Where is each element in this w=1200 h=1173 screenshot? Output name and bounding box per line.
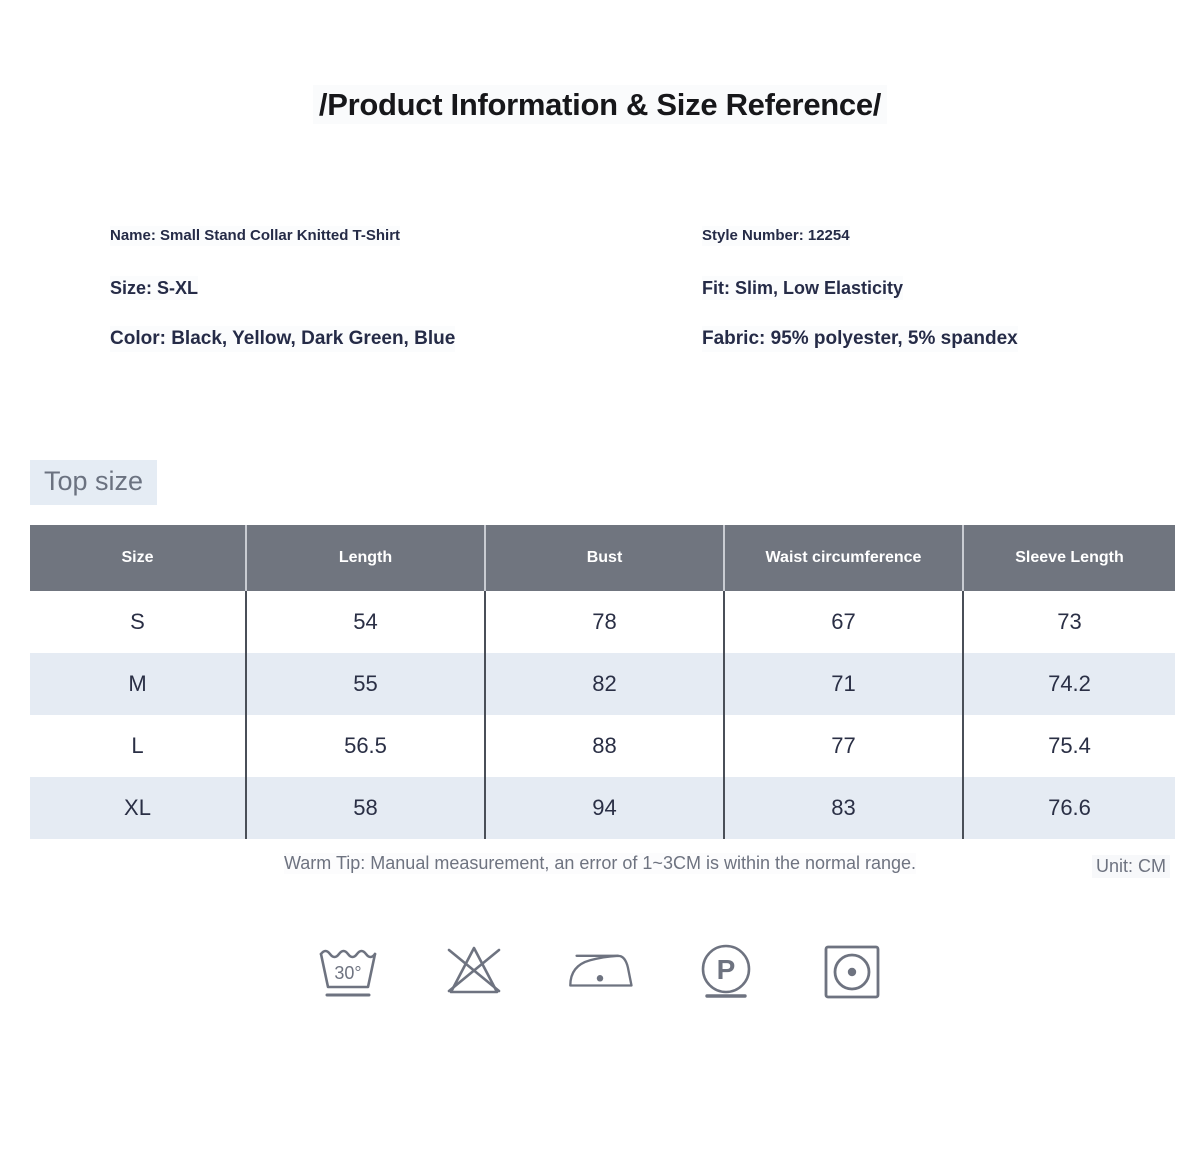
- product-info-name: Name: Small Stand Collar Knitted T-Shirt: [0, 226, 590, 276]
- cell-size: L: [30, 715, 247, 778]
- column-header-length: Length: [246, 525, 486, 592]
- wash-temperature-label: 30°: [334, 963, 361, 983]
- do-not-bleach-icon: [438, 939, 510, 1005]
- cell-bust: 88: [485, 715, 725, 778]
- wash-30-icon: 30°: [312, 939, 384, 1005]
- warm-tip-text: Warm Tip: Manual measurement, an error o…: [283, 853, 917, 875]
- column-header-size: Size: [30, 525, 247, 592]
- column-header-waist: Waist circumference: [724, 525, 964, 592]
- top-size-heading: Top size: [30, 460, 158, 506]
- cell-sleeve: 73: [1057, 609, 1082, 635]
- cell-waist: 83: [724, 777, 964, 840]
- table-row: M 55 82 71 74.2: [30, 653, 1175, 716]
- size-table: Size Length Bust Waist circumference Sle…: [30, 525, 1175, 840]
- product-info-section: Name: Small Stand Collar Knitted T-Shirt…: [0, 226, 1200, 356]
- cell-sleeve: 76.6: [1048, 795, 1091, 821]
- top-size-heading-wrap: Top size: [0, 460, 1200, 506]
- column-header-bust: Bust: [485, 525, 725, 592]
- table-row: L 56.5 88 77 75.4: [30, 715, 1175, 778]
- product-info-style-number: Style Number: 12254: [0, 226, 1200, 276]
- cell-bust: 82: [485, 653, 725, 716]
- tumble-dry-dot: [847, 968, 857, 977]
- page-title-text: /Product Information & Size Reference/: [312, 85, 888, 124]
- tip-row: Warm Tip: Manual measurement, an error o…: [30, 853, 1170, 883]
- cell-size: S: [30, 591, 247, 654]
- product-info-fit-text: Fit: Slim, Low Elasticity: [702, 276, 904, 301]
- cell-length: 56.5: [246, 715, 486, 778]
- table-header-row: Size Length Bust Waist circumference Sle…: [30, 525, 1175, 592]
- product-info-size-text: Size: S-XL: [110, 276, 199, 301]
- cell-sleeve: 74.2: [1048, 671, 1091, 697]
- unit-text: Unit: CM: [1091, 855, 1170, 879]
- iron-dot: [596, 975, 604, 982]
- product-info-name-text: Name: Small Stand Collar Knitted T-Shirt: [110, 226, 401, 247]
- product-info-size: Size: S-XL: [0, 276, 590, 326]
- cell-size: XL: [30, 777, 247, 840]
- tumble-dry-low-icon: [816, 939, 888, 1005]
- cell-size: M: [30, 653, 247, 716]
- product-info-fabric: Fabric: 95% polyester, 5% spandex: [0, 326, 1200, 356]
- cell-bust: 78: [485, 591, 725, 654]
- cell-length: 55: [246, 653, 486, 716]
- cell-waist: 77: [724, 715, 964, 778]
- table-row: S 54 78 67 73: [30, 591, 1175, 654]
- care-instructions-row: 30° P: [0, 939, 1200, 1005]
- cell-length: 58: [246, 777, 486, 840]
- page-title: /Product Information & Size Reference/: [0, 0, 1200, 124]
- product-info-style-number-text: Style Number: 12254: [702, 226, 850, 247]
- cell-waist: 67: [724, 591, 964, 654]
- product-info-fabric-text: Fabric: 95% polyester, 5% spandex: [702, 326, 1018, 352]
- table-row: XL 58 94 83 76.6: [30, 777, 1175, 840]
- product-info-color-text: Color: Black, Yellow, Dark Green, Blue: [110, 326, 456, 352]
- product-info-color: Color: Black, Yellow, Dark Green, Blue: [0, 326, 590, 356]
- cell-bust: 94: [485, 777, 725, 840]
- cell-length: 54: [246, 591, 486, 654]
- dry-clean-p-icon: P: [690, 939, 762, 1005]
- product-info-fit: Fit: Slim, Low Elasticity: [0, 276, 1200, 326]
- iron-low-icon: [564, 939, 636, 1005]
- cell-waist: 71: [724, 653, 964, 716]
- dry-clean-letter: P: [717, 954, 736, 985]
- column-header-sleeve: Sleeve Length: [963, 525, 1175, 592]
- cell-sleeve: 75.4: [1048, 733, 1091, 759]
